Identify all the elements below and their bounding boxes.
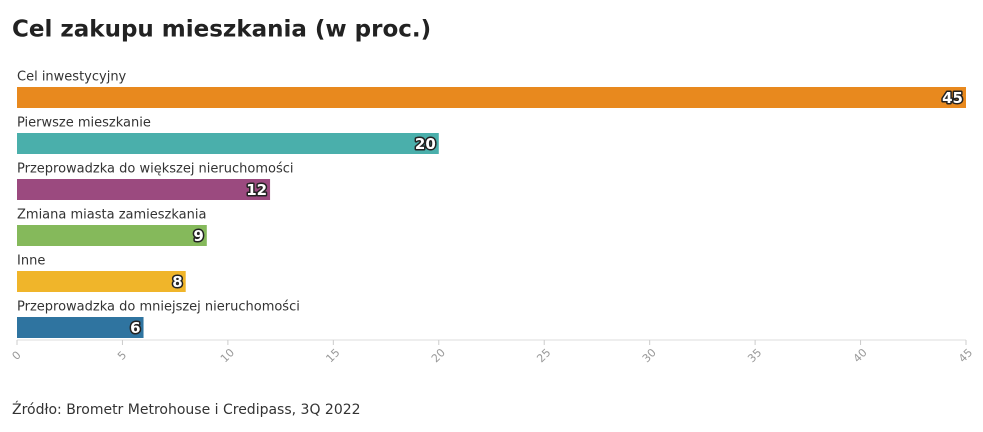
- bar: [17, 225, 207, 246]
- x-tick-label: 20: [429, 346, 448, 365]
- value-label: 20: [415, 135, 436, 153]
- category-label: Zmiana miasta zamieszkania: [17, 208, 206, 223]
- x-tick-label: 35: [745, 346, 764, 365]
- bar: [17, 271, 186, 292]
- value-label: 6: [130, 319, 140, 337]
- x-tick-label: 5: [115, 349, 129, 363]
- bar: [17, 317, 144, 338]
- x-tick-label: 15: [323, 346, 342, 365]
- x-tick-label: 45: [956, 346, 975, 365]
- value-label: 45: [942, 89, 963, 107]
- category-label: Inne: [17, 254, 45, 269]
- bar: [17, 179, 271, 200]
- category-label: Przeprowadzka do mniejszej nieruchomości: [17, 300, 300, 315]
- category-label: Przeprowadzka do większej nieruchomości: [17, 162, 294, 177]
- source-note: Źródło: Brometr Metrohouse i Credipass, …: [12, 400, 361, 418]
- bar: [17, 133, 439, 154]
- category-label: Cel inwestycyjny: [17, 70, 127, 85]
- x-tick-label: 0: [10, 349, 24, 363]
- value-label: 9: [193, 227, 203, 245]
- x-tick-label: 30: [640, 346, 659, 365]
- x-tick-label: 10: [218, 346, 237, 365]
- category-label: Pierwsze mieszkanie: [17, 116, 151, 131]
- value-label: 12: [246, 181, 267, 199]
- x-tick-label: 40: [851, 346, 870, 365]
- bar: [17, 87, 966, 108]
- x-tick-label: 25: [534, 346, 553, 365]
- value-label: 8: [172, 273, 182, 291]
- chart-title: Cel zakupu mieszkania (w proc.): [12, 17, 431, 43]
